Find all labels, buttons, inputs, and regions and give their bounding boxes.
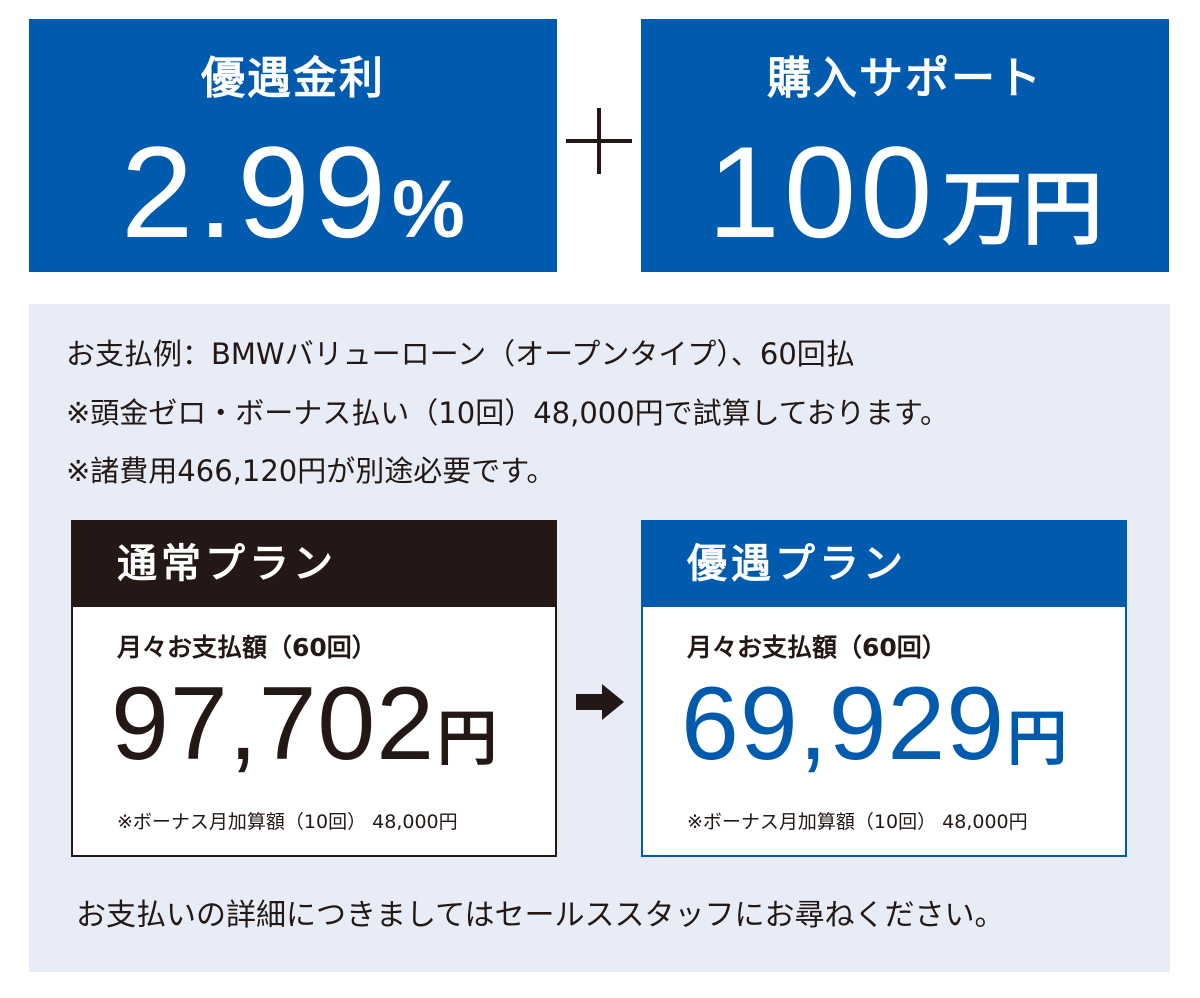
special-plan-bonus: ※ボーナス月加算額（10回） 48,000円 <box>687 811 1028 833</box>
special-plan-card: 優遇プラン 月々お支払額（60回） 69,929円 ※ボーナス月加算額（10回）… <box>641 520 1127 857</box>
contact-staff-note: お支払いの詳細につきましてはセールススタッフにお尋ねください。 <box>76 898 1005 933</box>
normal-plan-amount: 97,702円 <box>111 672 497 776</box>
normal-plan-bonus: ※ボーナス月加算額（10回） 48,000円 <box>117 811 458 833</box>
special-plan-amount-unit: 円 <box>1007 704 1068 774</box>
arrow-right-icon <box>576 684 624 720</box>
extra-fees-note: ※諸費用466,120円が別途必要です。 <box>66 454 556 488</box>
special-plan-amount: 69,929円 <box>681 672 1067 776</box>
purchase-support-title: 購入サポート <box>767 53 1043 104</box>
plus-icon <box>566 108 632 174</box>
normal-plan-card: 通常プラン 月々お支払額（60回） 97,702円 ※ボーナス月加算額（10回）… <box>71 520 557 857</box>
payment-example-panel: お支払例：BMWバリューローン（オープンタイプ）、60回払 ※頭金ゼロ・ボーナス… <box>29 304 1170 972</box>
bonus-payment-note: ※頭金ゼロ・ボーナス払い（10回）48,000円で試算しております。 <box>66 396 950 430</box>
rate-number: 2.99 <box>121 119 391 265</box>
preferential-rate-box: 優遇金利 2.99% <box>29 19 557 272</box>
purchase-support-box: 購入サポート 100万円 <box>641 19 1169 272</box>
rate-unit: % <box>392 164 465 255</box>
special-plan-label: 月々お支払額（60回） <box>687 633 947 662</box>
support-number: 100 <box>707 119 937 265</box>
support-unit: 万円 <box>942 163 1103 256</box>
normal-plan-amount-number: 97,702 <box>111 666 436 782</box>
payment-example-note: お支払例：BMWバリューローン（オープンタイプ）、60回払 <box>66 337 855 371</box>
special-plan-amount-number: 69,929 <box>681 666 1006 782</box>
purchase-support-value: 100万円 <box>641 127 1169 257</box>
normal-plan-amount-unit: 円 <box>437 704 498 774</box>
special-plan-title: 優遇プラン <box>643 522 1125 607</box>
preferential-rate-value: 2.99% <box>29 127 557 257</box>
preferential-rate-title: 優遇金利 <box>201 53 385 104</box>
normal-plan-title: 通常プラン <box>73 522 555 607</box>
normal-plan-label: 月々お支払額（60回） <box>117 633 377 662</box>
